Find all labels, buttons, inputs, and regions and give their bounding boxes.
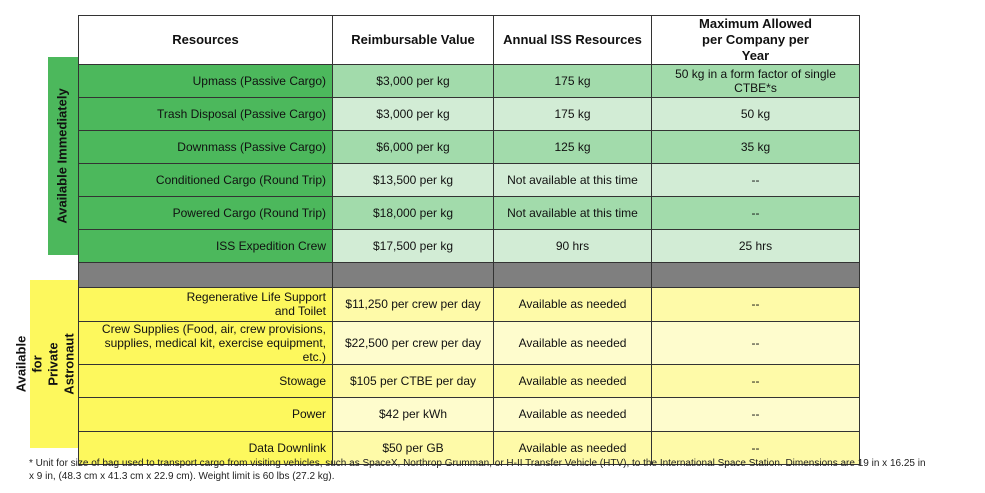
cell-value: $42 per kWh [332,397,494,432]
table-row: Downmass (Passive Cargo) $6,000 per kg 125… [78,130,860,164]
header-value: Reimbursable Value [332,15,494,65]
cell-annual: 175 kg [493,97,652,131]
cell-max: -- [651,320,860,365]
cell-annual: Available as needed [493,363,652,399]
cell-value: $18,000 per kg [332,196,494,230]
cell-max: 35 kg [651,130,860,164]
cell-max: -- [651,196,860,230]
cell-max: 50 kg in a form factor of single CTBE*s [651,64,860,98]
cell-resource: Conditioned Cargo (Round Trip) [78,163,333,197]
cell-resource: Stowage [78,363,333,399]
cell-resource: Power [78,397,333,432]
cell-resource: Regenerative Life Support and Toilet [78,287,333,322]
cell-max: -- [651,363,860,399]
table-row: ISS Expedition Crew $17,500 per kg 90 hrs 2… [78,229,860,263]
table-row: Trash Disposal (Passive Cargo) $3,000 per… [78,97,860,131]
header-resources: Resources [78,15,333,65]
header-annual: Annual ISS Resources [493,15,652,65]
cell-value: $105 per CTBE per day [332,363,494,399]
cell-value: $13,500 per kg [332,163,494,197]
cell-value: $22,500 per crew per day [332,320,494,365]
cell-max: -- [651,287,860,322]
header-max: Maximum Allowed per Company per Year [651,15,860,65]
cell-max: -- [651,163,860,197]
group-label-available-immediately: Available Immediately [48,57,78,255]
cell-max: -- [651,397,860,432]
cell-max: -- [651,430,860,466]
cell-resource: Upmass (Passive Cargo) [78,64,333,98]
footnote: * Unit for size of bag used to transport… [29,458,926,482]
cell-max: 50 kg [651,97,860,131]
separator-cell [651,262,860,288]
separator-cell [78,262,333,288]
cell-value: $3,000 per kg [332,97,494,131]
cell-resource: Trash Disposal (Passive Cargo) [78,97,333,131]
table-row: Upmass (Passive Cargo) $3,000 per kg 175 k… [78,64,860,98]
cell-resource: Data Downlink [78,430,333,466]
cell-annual: Available as needed [493,397,652,432]
cell-max: 25 hrs [651,229,860,263]
table-row: Powered Cargo (Round Trip) $18,000 per kg… [78,196,860,230]
cell-value: $17,500 per kg [332,229,494,263]
cell-annual: Available as needed [493,320,652,365]
cell-resource: Crew Supplies (Food, air, crew provision… [78,320,333,365]
separator-cell [493,262,652,288]
table-row: Conditioned Cargo (Round Trip) $13,500 pe… [78,163,860,197]
cell-annual: 175 kg [493,64,652,98]
cell-resource: ISS Expedition Crew [78,229,333,263]
cell-value: $6,000 per kg [332,130,494,164]
separator-cell [332,262,494,288]
cell-annual: Not available at this time [493,163,652,197]
separator-row [78,262,860,288]
table-row: Regenerative Life Support and Toilet $11,… [78,287,860,322]
cell-value: $3,000 per kg [332,64,494,98]
cell-annual: Available as needed [493,430,652,466]
table-row: Data Downlink $50 per GB Available as need… [78,430,860,466]
cell-annual: Not available at this time [493,196,652,230]
cell-annual: Available as needed [493,287,652,322]
resources-table: Resources Reimbursable Value Annual ISS … [78,15,860,466]
table-row: Stowage $105 per CTBE per day Available as… [78,363,860,399]
table-row: Crew Supplies (Food, air, crew provision… [78,320,860,365]
group-label-private-missions: Available for Private Astronaut Missions [14,280,93,448]
table-row: Power $42 per kWh Available as needed -- [78,397,860,432]
cell-value: $11,250 per crew per day [332,287,494,322]
cell-resource: Downmass (Passive Cargo) [78,130,333,164]
header-row: Resources Reimbursable Value Annual ISS … [78,15,860,65]
cell-annual: 90 hrs [493,229,652,263]
cell-annual: 125 kg [493,130,652,164]
cell-resource: Powered Cargo (Round Trip) [78,196,333,230]
